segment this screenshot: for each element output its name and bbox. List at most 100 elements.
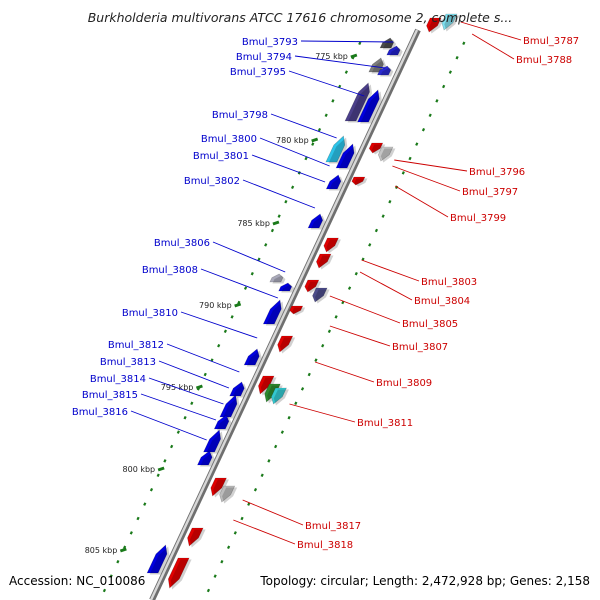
gene-arrow [271,387,287,405]
track-tick [304,156,308,161]
track-tick [260,473,264,478]
gene-shadow [149,546,170,575]
gene-label-reverse: Bmul_3802 [184,176,240,187]
track-tick [253,487,258,492]
leader-line [251,154,326,183]
gene-shadow [206,431,224,454]
gene-arrow [377,65,392,76]
kbp-label: 800 kbp [123,465,156,474]
leader-line [180,311,258,339]
leader-line [242,179,316,209]
gene-shadow [318,255,334,270]
leader-line [140,393,217,421]
gene-label-forward: Bmul_3797 [462,187,518,198]
track-tick [267,459,271,463]
track-tick [243,286,248,290]
kbp-tick [119,547,127,553]
track-tick [300,387,305,391]
gene-label-reverse: Bmul_3812 [108,340,164,351]
gene-label-forward: Bmul_3803 [421,277,477,288]
gene-arrow [368,57,384,73]
gene-label-forward: Bmul_3804 [414,296,470,307]
track-tick [317,127,322,132]
track-tick [280,430,284,434]
gene-arrow [325,135,346,163]
gene-label-forward: Bmul_3788 [516,55,572,66]
gene-shadow [222,487,238,504]
kbp-tick [195,384,203,390]
track-tick [311,142,315,146]
track-tick [321,343,325,348]
gene-label-forward: Bmul_3805 [402,319,458,330]
gene-arrow [316,253,332,269]
gene-shadow [222,396,240,419]
gene-arrow [289,305,304,315]
gene-shadow [292,307,306,316]
leader-line [289,403,356,423]
leader-line [471,33,515,60]
kbp-tick [311,137,319,143]
track-tick [408,156,412,161]
kbp-label: 780 kbp [276,136,309,145]
kbp-tick [350,53,358,59]
gene-label-forward: Bmul_3818 [297,540,353,551]
track-tick [156,473,160,478]
gene-arrow [210,477,227,497]
gene-arrow [146,544,168,574]
gene-arrow [277,335,294,353]
gene-shadow [315,289,330,304]
track-tick [388,199,392,204]
gene-shadow [200,452,215,467]
topology-label: Topology: circular; Length: 2,472,928 bp… [260,574,590,588]
gene-shadow [389,47,403,57]
gene-label-forward: Bmul_3787 [523,36,579,47]
gene-shadow [281,284,295,293]
gene-arrow [335,143,355,169]
gene-shadow [444,15,460,32]
track-tick [401,171,405,175]
gene-arrow [325,174,342,190]
track-tick [220,559,224,564]
track-tick [129,531,133,535]
gene-arrow [258,375,275,395]
track-tick [462,41,466,46]
gene-arrow [219,485,236,503]
track-tick [435,99,439,103]
track-tick [203,372,207,377]
gene-arrow [167,557,190,589]
track-tick [250,271,254,276]
gene-label-forward: Bmul_3796 [469,167,525,178]
gene-label-reverse: Bmul_3810 [122,308,178,319]
gene-arrow [278,282,293,292]
gene-arrow [441,13,458,31]
gene-label-forward: Bmul_3811 [357,418,413,429]
track-tick [143,502,147,506]
gene-label-reverse: Bmul_3808 [142,265,198,276]
backbone-line [149,29,419,600]
track-tick [294,401,298,406]
track-tick [213,574,217,578]
track-tick [149,487,154,492]
gene-label-forward: Bmul_3799 [450,213,506,224]
accession-label: Accession: NC_010086 [9,574,146,588]
track-tick [227,545,231,550]
gene-arrow [368,142,384,154]
track-tick [102,588,107,593]
gene-shadow [338,145,357,170]
track-tick [116,559,120,564]
track-tick [230,315,234,319]
kbp-tick [234,302,242,308]
gene-label-reverse: Bmul_3793 [242,37,298,48]
track-tick [206,588,211,593]
leader-line [361,259,420,282]
track-tick [421,127,426,132]
track-tick [183,415,187,420]
gene-arrow [351,176,366,186]
gene-shadow [429,19,444,34]
track-tick [291,185,295,190]
track-tick [341,300,345,305]
gene-shadow [380,148,396,163]
kbp-tick [272,220,280,226]
gene-arrow [187,527,204,547]
leader-line [329,295,401,324]
